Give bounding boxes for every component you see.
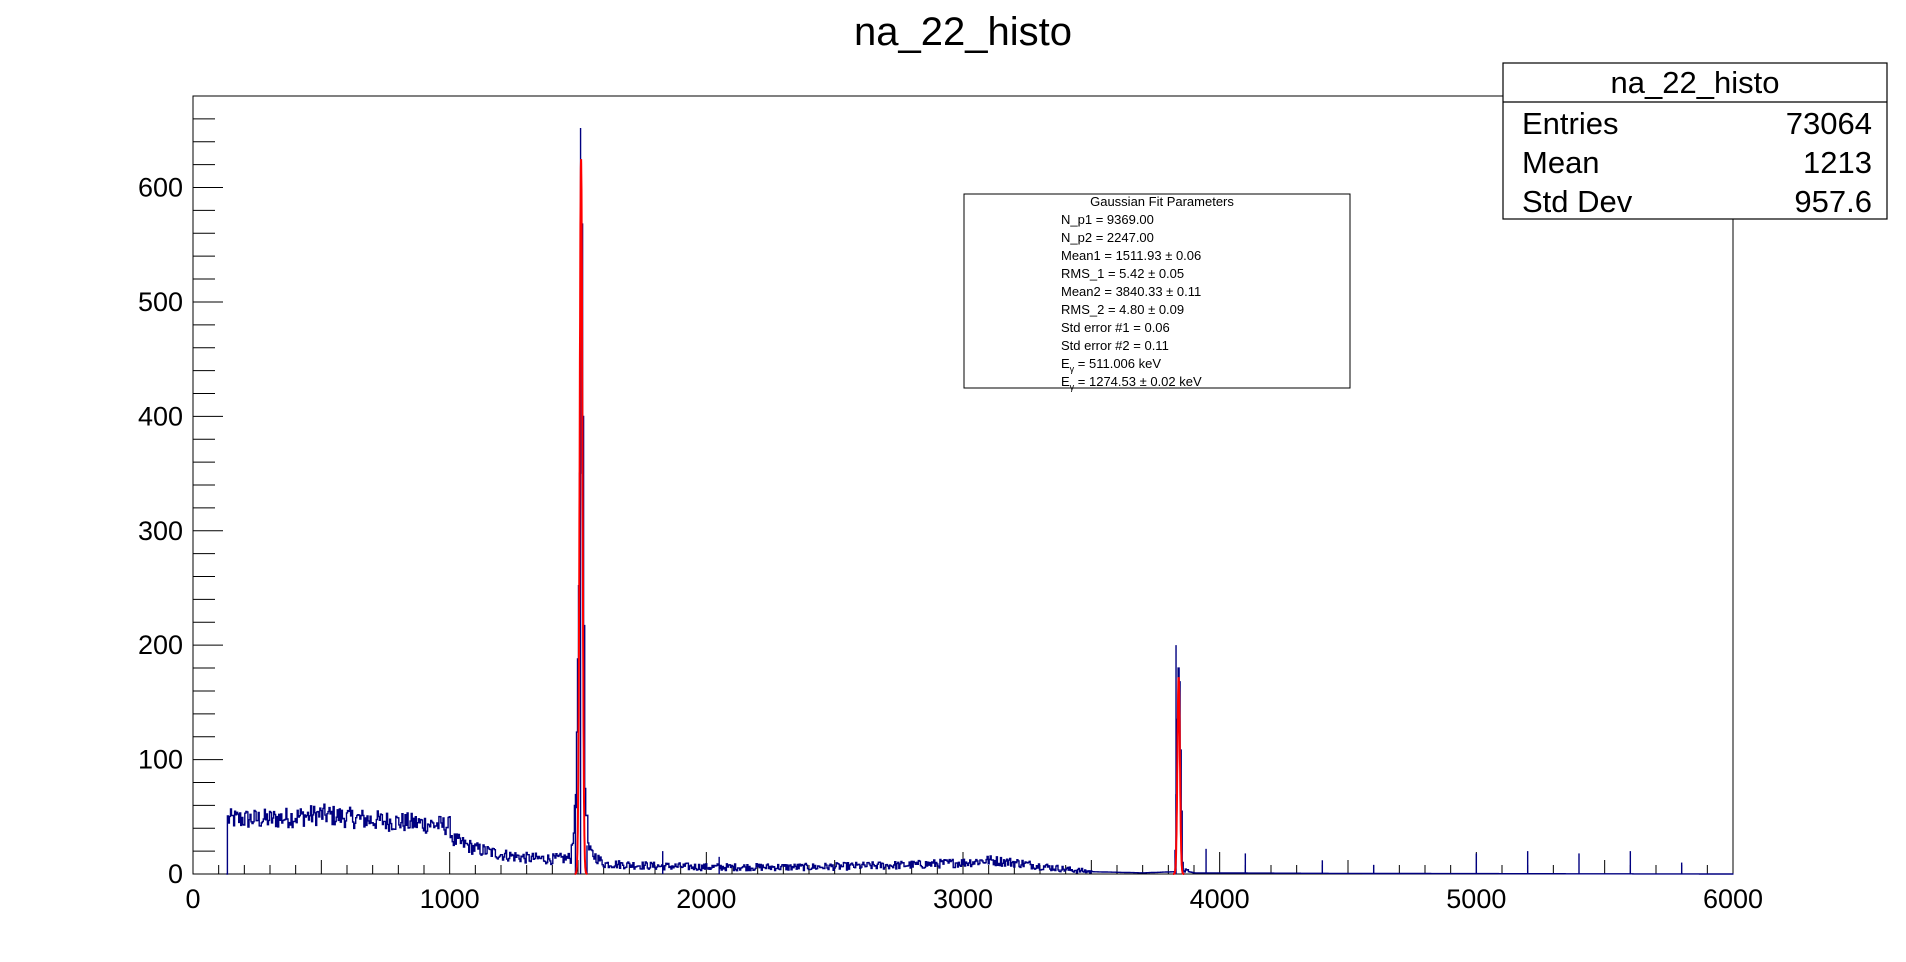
fit-parameter-line: RMS_2 = 4.80 ± 0.09 <box>1061 302 1184 317</box>
stats-row-value: 957.6 <box>1794 184 1872 219</box>
y-tick-label: 0 <box>168 859 183 889</box>
fit-energy-line: Eγ = 1274.53 ± 0.02 keV <box>1061 374 1202 392</box>
y-tick-label: 300 <box>138 516 183 546</box>
y-tick-label: 200 <box>138 630 183 660</box>
fit-energy-line: Eγ = 511.006 keV <box>1061 356 1161 374</box>
stats-row-label: Std Dev <box>1522 184 1633 219</box>
y-tick-label: 400 <box>138 401 183 431</box>
x-tick-label: 4000 <box>1190 884 1250 914</box>
fit-parameter-line: RMS_1 = 5.42 ± 0.05 <box>1061 266 1184 281</box>
stats-box: na_22_histo Entries 73064 Mean 1213 Std Dev 9… <box>1502 62 1888 220</box>
x-axis: 0 1000 2000 3000 4000 5000 6000 <box>185 852 1763 914</box>
x-tick-label: 6000 <box>1703 884 1763 914</box>
fit-parameter-line: Std error #2 = 0.11 <box>1061 338 1169 353</box>
y-tick-label: 500 <box>138 287 183 317</box>
fit-parameter-line: N_p2 = 2247.00 <box>1061 230 1154 245</box>
histogram-series <box>226 223 1734 875</box>
x-tick-label: 2000 <box>676 884 736 914</box>
y-tick-label: 100 <box>138 745 183 775</box>
fit-parameters-box: Gaussian Fit Parameters N_p1 = 9369.00 N_… <box>963 193 1351 392</box>
stats-row-label: Mean <box>1522 145 1600 180</box>
fit-parameter-line: Mean2 = 3840.33 ± 0.11 <box>1061 284 1201 299</box>
y-tick-label: 600 <box>138 173 183 203</box>
gaussian-fit-curve <box>574 159 1185 875</box>
fit-parameter-line: Mean1 = 1511.93 ± 0.06 <box>1061 248 1201 263</box>
stats-row-value: 1213 <box>1803 145 1872 180</box>
stats-box-title: na_22_histo <box>1611 65 1780 100</box>
fit-box-title: Gaussian Fit Parameters <box>1090 194 1234 209</box>
stats-row-value: 73064 <box>1786 106 1872 141</box>
chart-title: na_22_histo <box>854 10 1072 54</box>
x-tick-label: 0 <box>185 884 200 914</box>
x-tick-label: 3000 <box>933 884 993 914</box>
fit-parameter-line: Std error #1 = 0.06 <box>1061 320 1170 335</box>
stats-row-label: Entries <box>1522 106 1618 141</box>
x-tick-label: 1000 <box>420 884 480 914</box>
x-tick-label: 5000 <box>1446 884 1506 914</box>
fit-parameter-line: N_p1 = 9369.00 <box>1061 212 1154 227</box>
plot-frame <box>192 95 1734 875</box>
y-axis: 0 100 200 300 400 500 600 <box>138 95 223 889</box>
